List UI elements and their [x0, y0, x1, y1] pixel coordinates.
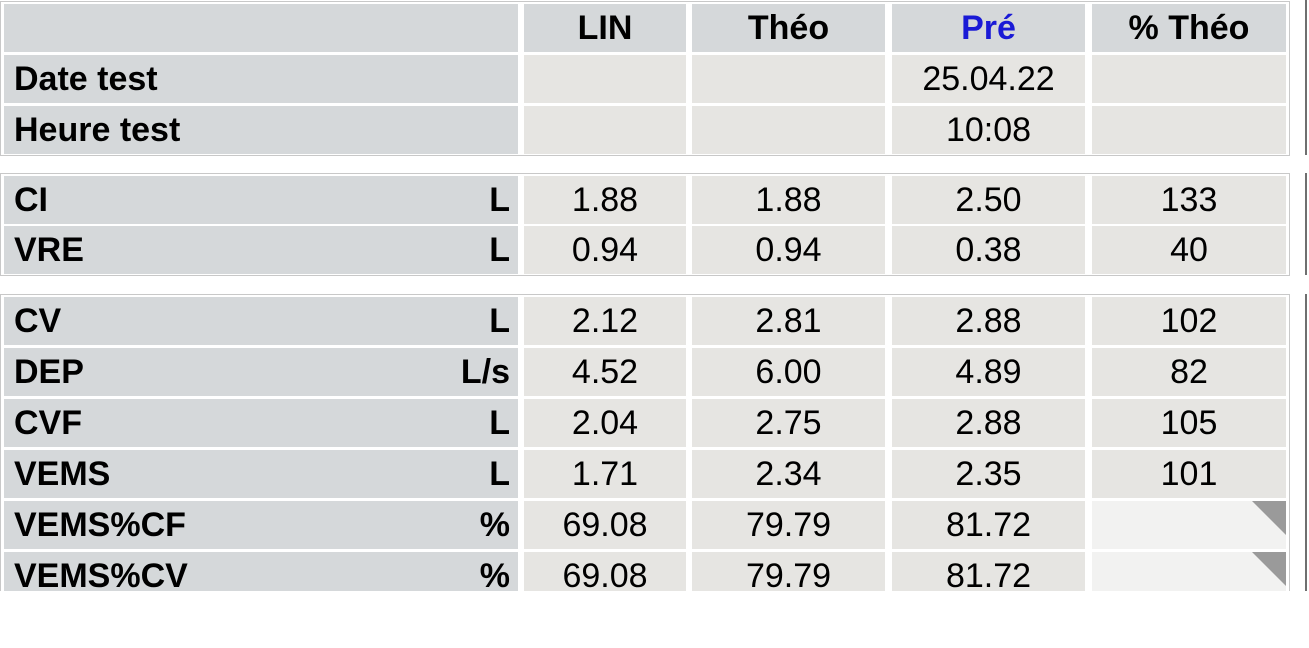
dep-lin: 4.52	[524, 348, 686, 396]
cv-pre: 2.88	[892, 297, 1085, 345]
date-test-lin	[524, 55, 686, 103]
row-label-text: CI	[14, 180, 48, 219]
row-unit: L	[489, 403, 510, 442]
vems-cf-lin: 69.08	[524, 501, 686, 549]
ci-lin: 1.88	[524, 176, 686, 224]
row-unit: L	[489, 180, 510, 219]
row-unit: L	[489, 230, 510, 269]
row-label-text: Date test	[14, 59, 158, 98]
vre-lin: 0.94	[524, 226, 686, 274]
vems-cv-pre: 81.72	[892, 552, 1085, 591]
row-unit: L	[489, 454, 510, 493]
date-test-theo	[692, 55, 885, 103]
vems-cv-lin: 69.08	[524, 552, 686, 591]
right-divider	[1305, 0, 1307, 155]
row-label-text: VEMS	[14, 454, 111, 493]
ci-pre: 2.50	[892, 176, 1085, 224]
vre-theo: 0.94	[692, 226, 885, 274]
vems-cf-pre: 81.72	[892, 501, 1085, 549]
row-label-heure-test: Heure test	[4, 106, 518, 154]
results-table: LIN Théo Pré % Théo Date test 25.04.22 H…	[0, 1, 1290, 591]
dep-theo: 6.00	[692, 348, 885, 396]
vre-pre: 0.38	[892, 226, 1085, 274]
row-unit: %	[479, 556, 510, 592]
heure-test-lin	[524, 106, 686, 154]
row-label-vems: VEMS L	[4, 450, 518, 498]
ci-theo: 1.88	[692, 176, 885, 224]
column-header-pct-theo: % Théo	[1092, 4, 1286, 52]
row-unit: L	[489, 301, 510, 340]
vems-lin: 1.71	[524, 450, 686, 498]
row-label-text: VRE	[14, 230, 84, 269]
row-label-ci: CI L	[4, 176, 518, 224]
row-label-text: CVF	[14, 403, 82, 442]
heure-test-theo	[692, 106, 885, 154]
vems-cf-pct	[1092, 501, 1286, 549]
right-divider	[1305, 294, 1307, 591]
cvf-pct: 105	[1092, 399, 1286, 447]
right-divider	[1305, 173, 1307, 275]
vems-theo: 2.34	[692, 450, 885, 498]
cvf-pre: 2.88	[892, 399, 1085, 447]
vems-cv-theo: 79.79	[692, 552, 885, 591]
row-unit: L/s	[460, 352, 510, 391]
row-label-text: DEP	[14, 352, 84, 391]
row-label-vre: VRE L	[4, 226, 518, 274]
corner-fold-icon	[1252, 552, 1286, 586]
corner-fold-icon	[1252, 501, 1286, 535]
cvf-lin: 2.04	[524, 399, 686, 447]
dep-pct: 82	[1092, 348, 1286, 396]
row-label-text: VEMS%CV	[14, 556, 188, 592]
cvf-theo: 2.75	[692, 399, 885, 447]
vems-cf-theo: 79.79	[692, 501, 885, 549]
row-label-cvf: CVF L	[4, 399, 518, 447]
dep-pre: 4.89	[892, 348, 1085, 396]
row-label-text: VEMS%CF	[14, 505, 186, 544]
row-label-date-test: Date test	[4, 55, 518, 103]
vre-pct: 40	[1092, 226, 1286, 274]
vems-pre: 2.35	[892, 450, 1085, 498]
ci-pct: 133	[1092, 176, 1286, 224]
row-label-text: CV	[14, 301, 62, 340]
cv-pct: 102	[1092, 297, 1286, 345]
heure-test-pct	[1092, 106, 1286, 154]
row-label-text: Heure test	[14, 110, 181, 149]
date-test-pct	[1092, 55, 1286, 103]
cv-theo: 2.81	[692, 297, 885, 345]
cv-lin: 2.12	[524, 297, 686, 345]
date-test-pre: 25.04.22	[892, 55, 1085, 103]
header-corner-cell	[4, 4, 518, 52]
row-label-vems-cf: VEMS%CF%	[4, 501, 518, 549]
vems-pct: 101	[1092, 450, 1286, 498]
column-header-theo: Théo	[692, 4, 885, 52]
row-label-cv: CV L	[4, 297, 518, 345]
vems-cv-pct	[1092, 552, 1286, 591]
column-header-pre: Pré	[892, 4, 1085, 52]
heure-test-pre: 10:08	[892, 106, 1085, 154]
column-header-lin: LIN	[524, 4, 686, 52]
row-label-vems-cv: VEMS%CV%	[4, 552, 518, 591]
row-label-dep: DEP L/s	[4, 348, 518, 396]
row-unit: %	[479, 505, 510, 544]
